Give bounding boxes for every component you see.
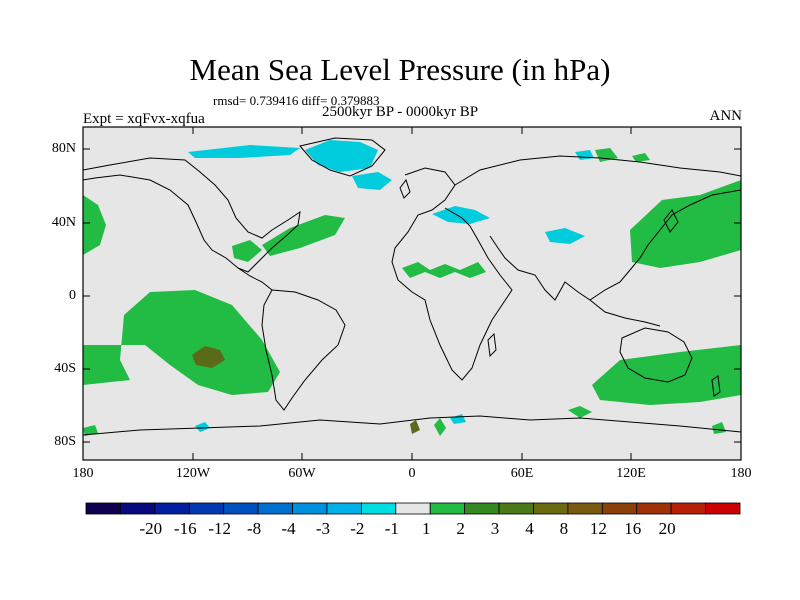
arctic-east-patch-2 bbox=[632, 153, 650, 162]
x-tick-label: 180 bbox=[72, 466, 94, 481]
x-tick-label: 180 bbox=[730, 466, 752, 481]
period-label: 2500kyr BP - 0000kyr BP bbox=[322, 104, 479, 120]
y-tick-label: 80N bbox=[51, 141, 76, 156]
colorbar-label: -8 bbox=[247, 519, 262, 538]
colorbar-swatch bbox=[705, 502, 741, 515]
colorbar-swatch bbox=[223, 502, 259, 515]
colorbar-label: 3 bbox=[490, 519, 500, 538]
colorbar-label: 2 bbox=[456, 519, 465, 538]
south-america-coast bbox=[261, 289, 346, 411]
asia-coast bbox=[454, 155, 742, 301]
strong-positive-anomaly bbox=[192, 346, 420, 434]
colorbar-label: -4 bbox=[281, 519, 296, 538]
colorbar bbox=[85, 502, 741, 515]
colorbar-swatch bbox=[636, 502, 672, 515]
negative-anomaly-regions bbox=[188, 140, 594, 432]
southeast-asia-islands bbox=[589, 299, 661, 327]
colorbar-label: 8 bbox=[559, 519, 569, 538]
colorbar-swatch bbox=[429, 502, 466, 515]
colorbar-swatch bbox=[292, 502, 328, 515]
colorbar-label: -1 bbox=[384, 519, 399, 538]
experiment-label: Expt = xqFvx-xqfua bbox=[83, 111, 205, 127]
y-tick-label: 40S bbox=[54, 361, 76, 376]
colorbar-swatch bbox=[670, 502, 706, 515]
black-sea-patch bbox=[432, 206, 490, 224]
north-pacific-east-patch bbox=[83, 195, 106, 255]
colorbar-swatch bbox=[567, 502, 603, 515]
stats-text: rmsd= 0.739416 diff= 0.379883 bbox=[213, 93, 380, 108]
x-tick-label: 120W bbox=[175, 466, 211, 481]
colorbar-swatch bbox=[154, 502, 190, 515]
south-pacific-core bbox=[192, 346, 225, 368]
south-pacific-patch bbox=[83, 290, 280, 395]
colorbar-swatch bbox=[464, 502, 500, 515]
y-tick-label: 40N bbox=[51, 215, 76, 230]
colorbar-label: 1 bbox=[421, 519, 431, 538]
axis-ticks bbox=[83, 127, 741, 460]
gulf-patch bbox=[232, 240, 262, 262]
central-asia-patch bbox=[545, 228, 585, 244]
madagascar-coast bbox=[487, 332, 497, 358]
europe-africa-coast bbox=[391, 167, 513, 381]
antarctica-coast bbox=[82, 415, 742, 436]
antarctic-patch-4 bbox=[712, 422, 726, 434]
x-tick-label: 120E bbox=[616, 466, 646, 481]
new-zealand-coast bbox=[711, 375, 721, 397]
colorbar-label: 20 bbox=[658, 519, 676, 538]
southern-indian-ocean-patch bbox=[592, 345, 741, 405]
colorbar-swatch bbox=[326, 502, 362, 515]
greenland-coast bbox=[299, 137, 386, 177]
y-tick-label: 0 bbox=[69, 288, 76, 303]
north-atlantic-cyan-patch bbox=[352, 172, 392, 190]
greenland-patch bbox=[305, 140, 378, 172]
season-label: ANN bbox=[709, 108, 743, 124]
x-tick-label: 60E bbox=[510, 466, 534, 481]
central-america-coast bbox=[237, 267, 273, 291]
colorbar-swatch bbox=[533, 502, 569, 515]
colorbar-swatch bbox=[498, 502, 534, 515]
colorbar-label: -12 bbox=[208, 519, 231, 538]
colorbar-swatch bbox=[257, 502, 293, 515]
colorbar-label: -16 bbox=[173, 519, 197, 538]
north-atlantic-patch bbox=[262, 215, 345, 256]
antarctic-cyan-2 bbox=[195, 422, 210, 432]
colorbar-swatch bbox=[360, 502, 397, 515]
colorbar-swatch bbox=[85, 502, 121, 515]
map-title: Mean Sea Level Pressure (in hPa) bbox=[189, 52, 611, 87]
x-tick-label: 60W bbox=[288, 466, 316, 481]
colorbar-label: -20 bbox=[139, 519, 163, 538]
north-america-coast bbox=[82, 157, 301, 273]
australia-coast bbox=[619, 327, 693, 383]
colorbar-swatch bbox=[188, 502, 225, 515]
colorbar-swatch bbox=[120, 502, 156, 515]
colorbar-label: 16 bbox=[624, 519, 642, 538]
colorbar-label: -2 bbox=[350, 519, 365, 538]
y-tick-label: 80S bbox=[54, 434, 76, 449]
colorbar-label: 12 bbox=[589, 519, 607, 538]
arctic-cyan-patch bbox=[188, 145, 300, 158]
sahel-patch bbox=[402, 262, 486, 278]
colorbar-label: 4 bbox=[525, 519, 534, 538]
antarctic-patch-3 bbox=[568, 406, 592, 418]
antarctic-patch-2 bbox=[434, 418, 446, 436]
colorbar-swatch bbox=[601, 502, 638, 515]
coastlines bbox=[82, 137, 742, 436]
northwest-pacific-patch bbox=[630, 180, 741, 268]
japan-coast bbox=[663, 209, 679, 233]
colorbar-swatch bbox=[395, 502, 431, 515]
uk-coast bbox=[399, 178, 411, 199]
antarctic-patch-1 bbox=[83, 425, 98, 436]
colorbar-label: -3 bbox=[315, 519, 331, 538]
x-tick-label: 0 bbox=[408, 466, 416, 481]
antarctic-core bbox=[410, 420, 420, 434]
